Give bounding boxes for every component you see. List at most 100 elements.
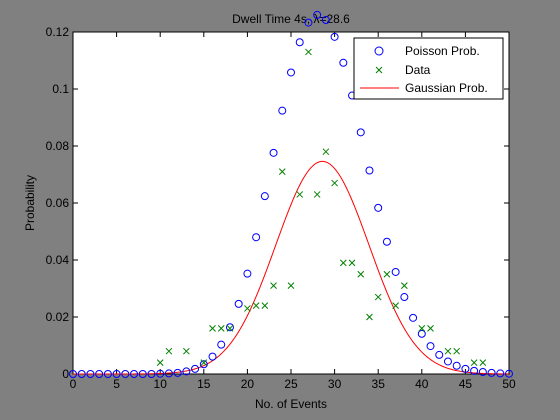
x-tick-label: 25 <box>284 377 298 391</box>
data-point <box>401 282 408 290</box>
data-point <box>322 148 330 156</box>
data-point <box>183 347 190 355</box>
poisson-point <box>130 370 139 378</box>
poisson-point <box>173 368 182 377</box>
poisson-point <box>86 370 95 378</box>
poisson-point <box>426 342 435 351</box>
data-point <box>287 282 295 290</box>
data-point <box>244 305 251 312</box>
poisson-point <box>191 364 200 373</box>
data-point <box>209 325 216 332</box>
poisson-point <box>391 267 400 276</box>
data-point <box>392 302 399 309</box>
x-tick-label: 50 <box>502 377 516 391</box>
y-tick-label: 0.1 <box>52 82 69 96</box>
poisson-point <box>295 38 304 47</box>
data-point <box>339 259 347 267</box>
poisson-point <box>330 32 339 41</box>
x-tick-label: 20 <box>241 377 255 391</box>
gaussian-curve <box>73 160 510 375</box>
poisson-point <box>156 369 165 378</box>
poisson-point <box>95 370 104 378</box>
poisson-point <box>260 192 269 201</box>
poisson-point <box>121 370 130 378</box>
data-point <box>383 270 391 278</box>
poisson-point <box>409 313 418 322</box>
poisson-point <box>278 106 287 115</box>
poisson-point <box>69 370 77 378</box>
data-point <box>470 359 478 366</box>
data-point <box>348 259 356 267</box>
y-tick-label: 0.02 <box>46 310 70 324</box>
poisson-point <box>112 370 121 378</box>
poisson-point <box>138 370 147 378</box>
legend-box <box>353 37 504 100</box>
series-layer <box>69 10 513 378</box>
data-point <box>200 359 208 366</box>
poisson-point <box>417 329 426 338</box>
legend-data-marker <box>375 66 383 74</box>
poisson-point <box>243 269 252 278</box>
x-tick-label: 5 <box>113 377 120 391</box>
data-point <box>296 191 304 198</box>
legend-poisson-marker <box>374 46 384 56</box>
poisson-point <box>225 323 234 332</box>
poisson-point <box>452 361 461 370</box>
poisson-point <box>496 369 505 378</box>
poisson-point <box>199 360 208 369</box>
x-axis: 0 5 10 15 20 25 30 35 40 45 50 <box>70 32 516 391</box>
poisson-point <box>321 16 330 25</box>
data-point <box>374 293 382 301</box>
data-point <box>313 191 321 198</box>
data-point <box>418 325 426 332</box>
poisson-point <box>339 58 348 67</box>
poisson-point <box>461 364 470 373</box>
poisson-point <box>505 369 513 378</box>
data-point <box>305 48 312 56</box>
poisson-point <box>269 148 278 157</box>
x-tick-label: 45 <box>459 377 473 391</box>
y-tick-label: 0.04 <box>46 253 70 267</box>
poisson-point <box>77 370 86 378</box>
data-point <box>444 347 452 355</box>
poisson-point <box>487 368 496 377</box>
data-point <box>156 359 164 366</box>
data-point <box>453 347 461 355</box>
data-point <box>479 359 487 366</box>
poisson-point <box>234 299 243 308</box>
data-point <box>366 313 373 321</box>
x-tick-label: 0 <box>70 377 77 391</box>
y-tick-label: 0 <box>62 367 69 381</box>
poisson-point <box>304 18 313 27</box>
y-axis-label: Probability <box>23 175 37 231</box>
x-tick-label: 10 <box>154 377 168 391</box>
data-point <box>261 302 269 309</box>
poisson-point <box>382 237 391 246</box>
legend-gaussian-label: Gaussian Prob. <box>405 81 488 95</box>
data-point <box>270 282 277 290</box>
poisson-point <box>208 352 217 361</box>
poisson-point <box>164 369 173 378</box>
x-tick-label: 30 <box>328 377 342 391</box>
data-point <box>357 270 365 278</box>
x-tick-label: 35 <box>372 377 386 391</box>
poisson-point <box>103 370 112 378</box>
poisson-point <box>443 357 452 366</box>
data-point <box>217 325 225 332</box>
y-axis: 0 0.02 0.04 0.06 0.08 0.1 0.12 <box>46 25 509 381</box>
poisson-point <box>287 68 295 77</box>
poisson-point <box>147 370 156 378</box>
y-tick-label: 0.12 <box>46 25 70 39</box>
chart-title: Dwell Time 4s, λ=28.6 <box>232 12 350 26</box>
poisson-point <box>217 340 226 349</box>
y-tick-label: 0.08 <box>46 139 70 153</box>
data-point <box>165 347 173 355</box>
data-point <box>278 168 286 176</box>
poisson-point <box>182 367 191 376</box>
poisson-point <box>252 233 261 242</box>
data-point <box>252 302 260 309</box>
legend-poisson-label: Poisson Prob. <box>405 44 480 58</box>
poisson-point <box>400 293 409 302</box>
data-point <box>226 325 234 332</box>
